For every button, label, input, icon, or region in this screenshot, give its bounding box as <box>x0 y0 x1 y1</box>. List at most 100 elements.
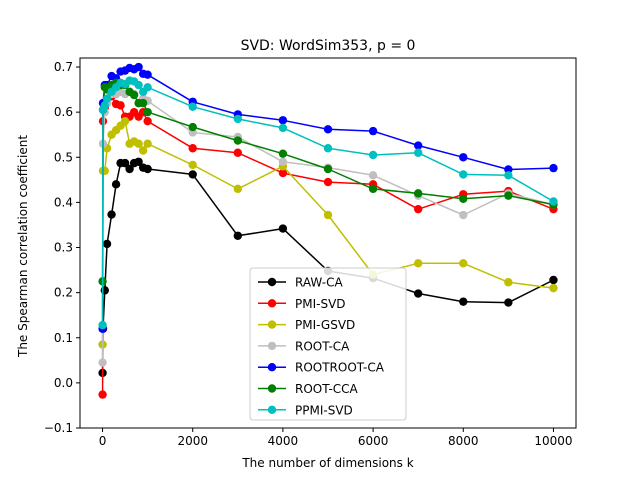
y-tick-label: 0.1 <box>54 331 73 345</box>
y-tick-label: 0.0 <box>54 376 73 390</box>
data-point-root-cca <box>188 122 197 132</box>
legend-label-pmi-gsvd: PMI-GSVD <box>295 318 355 332</box>
data-point-root-cca <box>143 107 152 117</box>
legend-label-pmi-svd: PMI-SVD <box>295 297 346 311</box>
data-point-pmi-svd <box>143 116 152 126</box>
data-point-pmi-gsvd <box>459 259 468 268</box>
data-point-rootroot-ca <box>549 163 558 173</box>
data-point-ppmi-svd <box>188 102 197 111</box>
axes-area <box>79 57 577 429</box>
data-point-root-cca <box>138 98 148 108</box>
y-tick-label: 0.2 <box>54 286 73 300</box>
y-tick-label: 0.7 <box>54 60 73 74</box>
data-point-root-ca <box>98 358 107 367</box>
data-point-root-ca <box>368 171 378 180</box>
x-tick-label: 6000 <box>358 434 389 448</box>
y-tick-label: 0.6 <box>54 105 73 119</box>
data-point-root-cca <box>233 136 243 145</box>
data-point-ppmi-svd <box>100 101 110 110</box>
ticks-layer: 0 2000 4000 6000 8000 10000 −0.1 0.0 0.1 0.2 0.3 0.… <box>44 60 573 448</box>
y-axis-label: The Spearman correlation coefficient <box>16 135 30 358</box>
data-point-rootroot-ca <box>323 125 333 134</box>
data-point-raw-ca <box>504 298 513 307</box>
legend-label-ppmi-svd: PPMI-SVD <box>295 403 353 417</box>
data-point-raw-ca <box>278 224 288 233</box>
y-tick-label: 0.3 <box>54 241 73 255</box>
legend-marker-pmi-svd <box>267 299 277 308</box>
series-ppmi-svd <box>98 76 558 330</box>
data-point-root-cca <box>129 90 139 100</box>
data-point-pmi-gsvd <box>549 283 558 293</box>
data-point-ppmi-svd <box>459 170 468 179</box>
data-point-root-cca <box>504 191 513 200</box>
x-tick-label: 4000 <box>268 434 299 448</box>
chart-title: SVD: WordSim353, p = 0 <box>241 38 416 54</box>
data-point-pmi-gsvd <box>413 259 423 268</box>
plot-frame <box>79 57 577 429</box>
data-point-pmi-svd <box>188 144 197 153</box>
data-point-ppmi-svd <box>368 150 378 160</box>
data-point-root-ca <box>278 157 288 166</box>
data-point-pmi-gsvd <box>323 210 333 220</box>
legend-marker-ppmi-svd <box>267 405 277 414</box>
data-point-ppmi-svd <box>98 320 107 330</box>
data-point-ppmi-svd <box>233 114 243 124</box>
data-point-pmi-svd <box>323 177 333 187</box>
data-point-root-cca <box>459 194 468 203</box>
legend-marker-rootroot-ca <box>267 363 277 372</box>
data-point-raw-ca <box>107 210 116 219</box>
x-tick-label: 8000 <box>448 434 479 448</box>
data-point-pmi-gsvd <box>143 139 152 148</box>
legend-label-root-ca: ROOT-CA <box>295 339 350 353</box>
legend-marker-raw-ca <box>267 277 277 287</box>
legend-label-raw-ca: RAW-CA <box>295 276 343 290</box>
data-point-ppmi-svd <box>323 144 333 153</box>
data-point-pmi-gsvd <box>233 184 243 194</box>
data-point-pmi-gsvd <box>134 139 143 148</box>
legend-marker-root-cca <box>267 384 277 393</box>
legend-label-rootroot-ca: ROOTROOT-CA <box>295 361 385 375</box>
data-point-raw-ca <box>549 275 558 285</box>
data-point-raw-ca <box>100 286 110 295</box>
data-point-rootroot-ca <box>278 116 288 125</box>
data-point-root-cca <box>413 189 423 198</box>
legend-marker-root-ca <box>267 341 277 351</box>
legend-label-root-cca: ROOT-CCA <box>295 382 359 396</box>
data-point-raw-ca <box>188 170 197 179</box>
data-point-ppmi-svd <box>134 80 143 90</box>
data-point-pmi-svd <box>413 204 423 214</box>
data-point-ppmi-svd <box>504 171 513 180</box>
data-point-pmi-gsvd <box>504 278 513 287</box>
data-point-pmi-gsvd <box>138 146 148 155</box>
data-point-rootroot-ca <box>143 70 152 79</box>
data-point-rootroot-ca <box>459 153 468 162</box>
data-point-raw-ca <box>459 297 468 306</box>
data-point-pmi-svd <box>278 168 288 178</box>
x-axis-label: The number of dimensions k <box>241 456 413 470</box>
data-point-raw-ca <box>120 158 130 168</box>
data-point-pmi-gsvd <box>120 116 130 126</box>
data-point-pmi-svd <box>233 148 243 157</box>
data-point-rootroot-ca <box>504 165 513 174</box>
series-rootroot-ca <box>98 62 558 333</box>
data-point-rootroot-ca <box>368 126 378 136</box>
data-point-raw-ca <box>125 164 134 174</box>
data-point-root-cca <box>278 149 288 158</box>
y-tick-label: −0.1 <box>44 421 73 435</box>
legend-marker-pmi-gsvd <box>267 320 277 329</box>
data-point-root-ca <box>459 210 468 220</box>
data-point-raw-ca <box>111 180 121 189</box>
data-point-root-cca <box>323 164 333 174</box>
data-point-pmi-gsvd <box>188 160 197 170</box>
data-point-ppmi-svd <box>102 94 112 103</box>
data-point-pmi-svd <box>116 101 125 110</box>
data-point-ppmi-svd <box>143 83 152 92</box>
data-point-rootroot-ca <box>413 141 423 150</box>
data-point-ppmi-svd <box>413 148 423 157</box>
legend: RAW-CA PMI-SVD PMI-GSVD ROOT-CA ROOTROOT-CA R… <box>249 267 407 421</box>
y-tick-label: 0.4 <box>54 195 73 209</box>
x-tick-label: 10000 <box>534 434 572 448</box>
data-point-raw-ca <box>102 239 112 249</box>
data-point-ppmi-svd <box>549 197 558 206</box>
legend-box <box>249 267 407 421</box>
